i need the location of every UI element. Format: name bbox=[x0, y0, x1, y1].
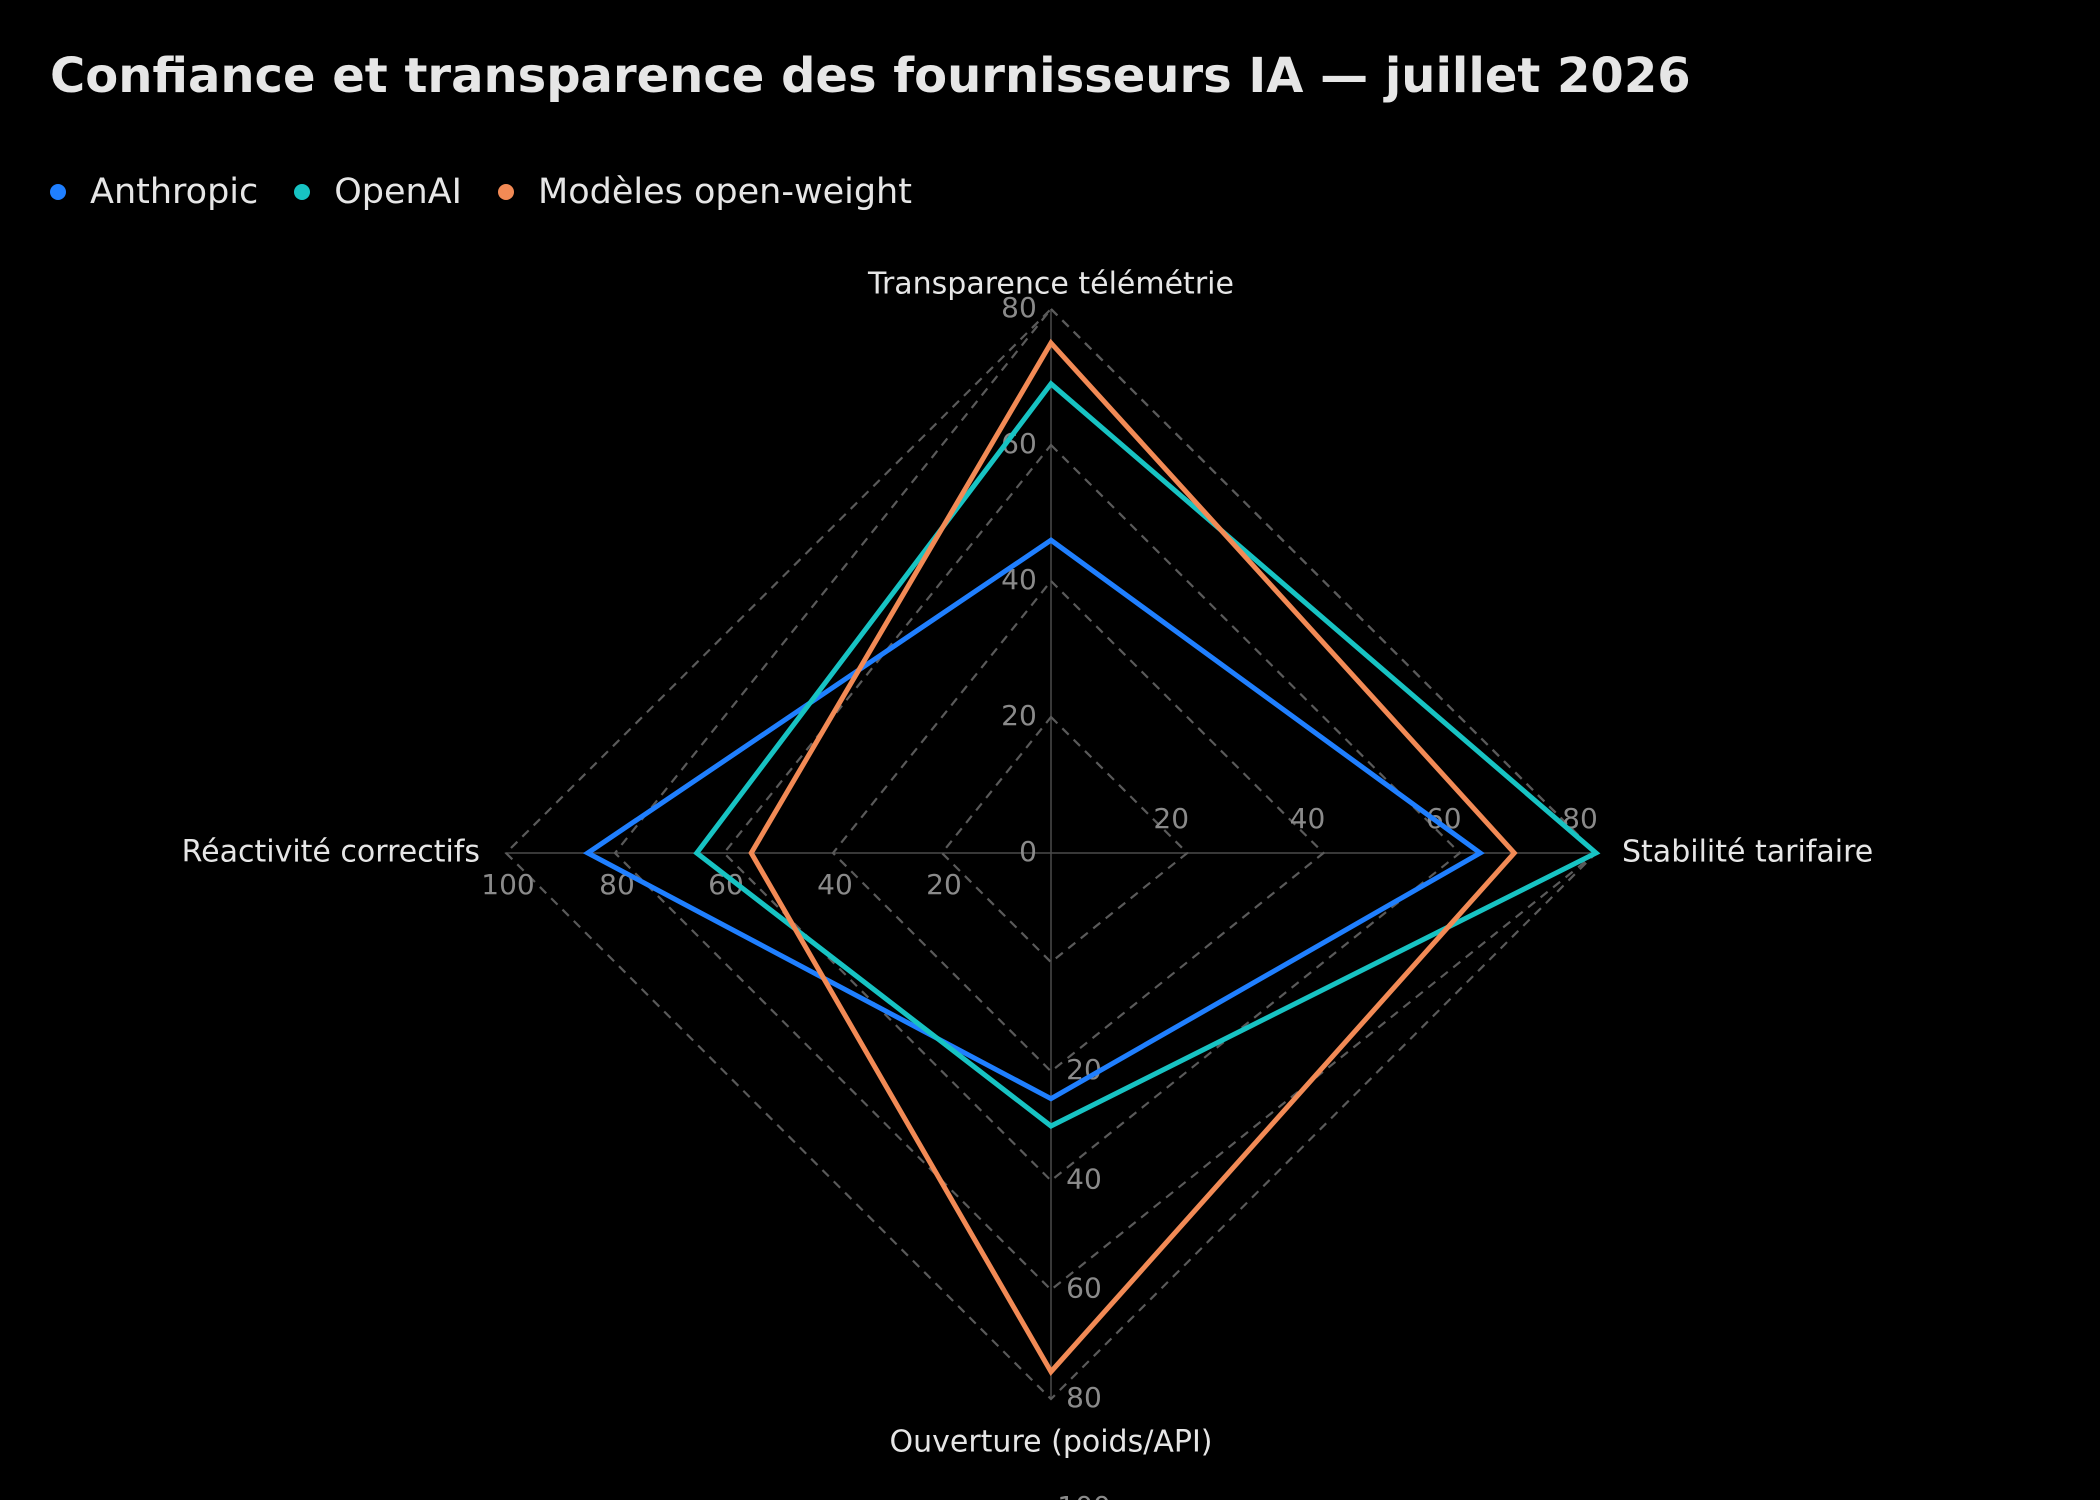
tick-label: 80 bbox=[1066, 1381, 1102, 1414]
legend-item-openai[interactable]: OpenAI bbox=[294, 172, 462, 212]
legend-label-open-weight: Modèles open-weight bbox=[538, 172, 912, 212]
tick-label: 80 bbox=[1001, 291, 1037, 324]
legend-marker-anthropic bbox=[50, 184, 66, 200]
tick-label: 40 bbox=[1290, 802, 1326, 835]
chart-title: Confiance et transparence des fournisseu… bbox=[50, 48, 1691, 104]
series-line-mod-les-open-weight bbox=[748, 338, 1518, 1376]
grid-ring bbox=[613, 307, 1598, 1292]
tick-label: 60 bbox=[1066, 1272, 1102, 1305]
tick-label: 100 bbox=[481, 868, 534, 901]
tick-label: 20 bbox=[926, 868, 962, 901]
grid-ring bbox=[831, 579, 1326, 1073]
legend-label-openai: OpenAI bbox=[334, 172, 462, 212]
tick-label: 0 bbox=[1019, 835, 1037, 868]
radar-axis-labels: Transparence télémétrie Stabilité tarifai… bbox=[182, 267, 1874, 1460]
series-line-openai bbox=[693, 380, 1601, 1129]
legend-label-anthropic: Anthropic bbox=[90, 172, 259, 212]
axis-label: Stabilité tarifaire bbox=[1622, 835, 1873, 870]
grid-ring bbox=[504, 307, 1598, 1401]
legend-item-anthropic[interactable]: Anthropic bbox=[50, 172, 258, 212]
grid-ring bbox=[722, 443, 1462, 1183]
tick-label: 20 bbox=[1001, 699, 1037, 732]
tick-label: 40 bbox=[1066, 1162, 1102, 1195]
tick-label: 20 bbox=[1153, 802, 1189, 835]
radar-series bbox=[582, 338, 1601, 1376]
tick-label: 100 bbox=[1057, 1490, 1110, 1500]
legend-marker-openai bbox=[294, 184, 311, 200]
series-line-anthropic bbox=[582, 537, 1485, 1102]
axis-label: Ouverture (poids/API) bbox=[890, 1425, 1213, 1460]
legend: Anthropic OpenAI Modèles open-weight bbox=[50, 172, 948, 212]
legend-marker-open-weight bbox=[498, 184, 514, 200]
legend-item-open-weight[interactable]: Modèles open-weight bbox=[498, 172, 912, 212]
grid-ring bbox=[940, 715, 1189, 964]
axis-label: Transparence télémétrie bbox=[867, 267, 1234, 302]
axis-label: Réactivité correctifs bbox=[182, 835, 480, 870]
radar-tick-labels: 204060802040608020406080100204060801000 bbox=[481, 291, 1598, 1500]
radar-grid bbox=[504, 307, 1598, 1401]
tick-label: 40 bbox=[817, 868, 853, 901]
